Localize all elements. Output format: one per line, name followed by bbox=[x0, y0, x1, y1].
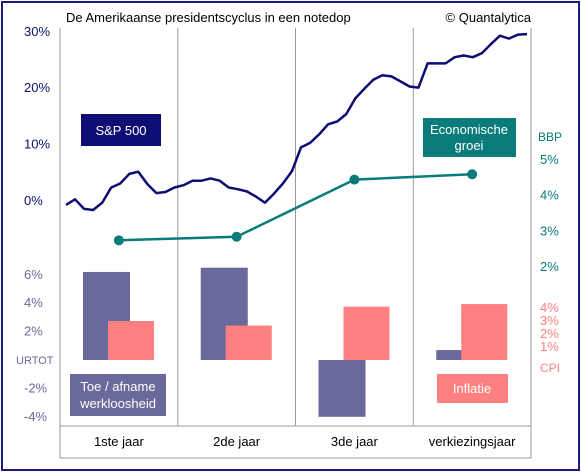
gdp-point bbox=[113, 235, 124, 246]
gdp-tick-label: 4% bbox=[540, 188, 559, 203]
unemployment-legend-label: Toe / afname bbox=[80, 379, 155, 394]
cpi-bar bbox=[108, 321, 154, 360]
cpi-bar bbox=[225, 325, 272, 360]
unemployment-bar bbox=[436, 350, 484, 360]
unemployment-legend-box bbox=[70, 374, 166, 416]
unemployment-tick-label: -4% bbox=[24, 409, 48, 424]
cpi-bar bbox=[461, 304, 508, 360]
sp500-tick-label: 30% bbox=[24, 24, 50, 39]
unemployment-tick-label: 2% bbox=[24, 324, 43, 339]
unemployment-tick-label: -2% bbox=[24, 380, 48, 395]
sp500-tick-label: 10% bbox=[24, 137, 50, 152]
cpi-bar bbox=[343, 306, 390, 360]
sp500-tick-label: 0% bbox=[24, 193, 43, 208]
gdp-point bbox=[231, 231, 242, 242]
gdp-line bbox=[118, 173, 473, 242]
gdp-legend-label: groei bbox=[455, 138, 484, 153]
gdp-legend-box bbox=[423, 118, 516, 157]
unemployment-legend-label: werkloosheid bbox=[79, 396, 156, 411]
gdp-tick-label: 5% bbox=[540, 152, 559, 167]
category-label: 3de jaar bbox=[331, 434, 379, 449]
chart-title: De Amerikaanse presidentscyclus in een n… bbox=[66, 10, 351, 25]
cpi-tick-label: 2% bbox=[540, 326, 559, 341]
unemployment-axis-title: URTOT bbox=[16, 355, 54, 367]
sp500-legend-box bbox=[81, 114, 161, 146]
category-label: verkiezingsjaar bbox=[429, 434, 516, 449]
gdp-tick-label: 3% bbox=[540, 223, 559, 238]
cpi-tick-label: 4% bbox=[540, 300, 559, 315]
sp500-legend-label: S&P 500 bbox=[95, 123, 146, 138]
unemployment-tick-label: 4% bbox=[24, 295, 43, 310]
gdp-legend-label: Economische bbox=[430, 122, 508, 137]
cpi-tick-label: 1% bbox=[540, 339, 559, 354]
unemployment-tick-label: 6% bbox=[24, 267, 43, 282]
cpi-tick-label: 3% bbox=[540, 313, 559, 328]
gdp-tick-label: 2% bbox=[540, 259, 559, 274]
chart-credit: © Quantalytica bbox=[446, 10, 532, 25]
gdp-point bbox=[467, 169, 478, 180]
cpi-legend-box bbox=[437, 374, 508, 403]
gdp-axis-title: BBP bbox=[538, 130, 562, 144]
sp500-tick-label: 20% bbox=[24, 80, 50, 95]
gdp-point bbox=[349, 174, 360, 185]
category-label: 2de jaar bbox=[213, 434, 261, 449]
sp500-line bbox=[65, 32, 528, 212]
cpi-legend-label: Inflatie bbox=[453, 381, 491, 396]
category-label: 1ste jaar bbox=[94, 434, 145, 449]
unemployment-bar bbox=[318, 360, 366, 417]
cpi-axis-title: CPI bbox=[540, 361, 560, 375]
